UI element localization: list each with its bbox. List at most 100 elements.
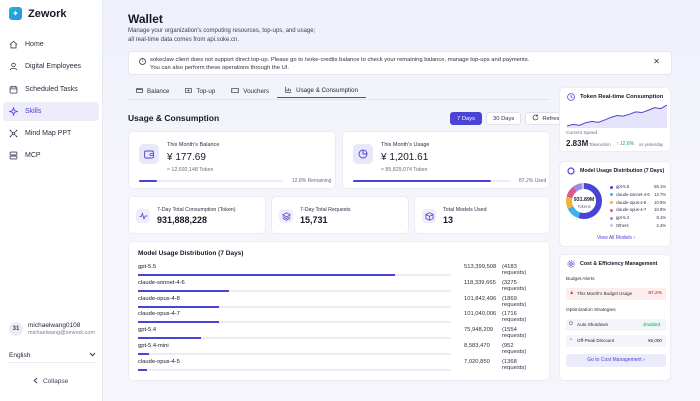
donut-legend-item: claude-sonnet-4-6 12.7% [610,192,666,200]
current-speed-label: Current Speed [566,131,598,136]
balance-bar [139,180,283,182]
sidebar-item-mcp[interactable]: MCP [3,146,99,165]
usage-value: ¥ 1,201.61 [381,152,429,163]
model-bar [138,368,451,371]
usage-bar-fill [353,180,491,182]
range-selector: 7 Days 30 Days Refresh [450,112,570,125]
go-to-cost-management-button[interactable]: Go to Cost Management › [566,354,666,367]
legend-pct: 8.1% [656,215,666,221]
budget-alert-row: ▲ This Month's Budget Usage 87.2% [566,288,666,300]
model-requests: (1869 requests) [502,295,527,308]
donut-slice [566,183,602,219]
tab-label: Usage & Consumption [296,87,359,94]
sidebar-item-mind-map-ppt[interactable]: Mind Map PPT [3,124,99,143]
sidebar-item-home[interactable]: Home [3,35,99,54]
sparkle-icon [9,106,18,116]
legend-name: gpt-5.4 [616,215,630,221]
budget-alerts-label: Budget Alerts [566,277,595,282]
view-all-label: View All Models [597,235,632,241]
legend-swatch [610,201,613,205]
power-icon: ⏻ [569,321,573,327]
page-title: Wallet [128,12,163,26]
legend-name: claude-opus-4-8 [616,199,647,205]
close-icon[interactable]: ✕ [653,57,660,66]
model-name: claude-opus-4-8 [138,295,180,302]
cube-icon [422,209,436,223]
tab-label: Top-up [196,87,216,95]
donut-icon [567,167,575,175]
chevron-down-icon [89,352,96,359]
user-profile[interactable]: 31 michaelwang0108 michaelwang@zework.co… [9,322,95,336]
month-usage-card: This Month's Usage ¥ 1,201.61 ≈ 85,829,0… [342,131,550,189]
model-requests: (952 requests) [502,343,527,355]
clock-icon [567,93,575,101]
distribution-row: claude-opus-4-7 101,040,006 (1716 requests… [138,311,534,328]
model-bar-fill [138,274,395,276]
sidebar-item-label: Scheduled Tasks [25,85,78,93]
collapse-button[interactable]: Collapse [33,377,68,386]
topup-icon [185,87,193,96]
app-name: Zework [28,7,67,20]
offpeak-row[interactable]: ◔ Off-Peak Discount ¥5,000 [566,335,666,347]
legend-pct: 10.9% [654,199,666,205]
donut-legend-item: claude-opus-4-7 10.8% [610,207,666,215]
view-all-models-link[interactable]: View All Models › [597,235,635,241]
section-title: Usage & Consumption [128,113,220,123]
offpeak-label: Off-Peak Discount [577,338,615,343]
optimization-label: Optimization Strategies [566,308,616,313]
sparkline-line [567,104,667,127]
model-bar-fill [138,368,148,371]
sidebar-item-skills[interactable]: Skills [3,101,99,121]
model-tokens: 7,020,850 [464,358,490,365]
warning-icon: ▲ [569,289,575,296]
pie-icon [353,144,373,164]
brand[interactable]: ✦ Zework [9,7,67,20]
legend-pct: 55.1% [654,184,666,189]
tab-usage-consumption[interactable]: Usage & Consumption [277,84,367,98]
sidebar-item-digital-employees[interactable]: Digital Employees [3,57,99,76]
balance-note: 12.8% Remaining [292,178,332,184]
stat-value: 13 [443,215,454,225]
tab-top-up[interactable]: Top-up [177,84,223,98]
distribution-row: gpt-5.5 513,399,508 (4183 requests) [138,264,534,281]
model-bar-fill [138,321,220,324]
model-bar [138,353,451,355]
model-tokens: 118,339,665 [464,279,496,286]
avatar: 31 [9,322,23,336]
info-icon: i [139,58,146,65]
sidebar-item-scheduled-tasks[interactable]: Scheduled Tasks [3,80,99,99]
stat-value: 931,888,228 [157,215,208,225]
balance-icon [136,87,143,96]
discount-icon: ◔ [569,337,573,343]
model-bar-fill [138,353,149,355]
model-requests: (3275 requests) [502,279,527,292]
main-content: Wallet Manage your organization's comput… [103,0,700,401]
stat-card-consumption: 7-Day Total Consumption (Token) 931,888,… [128,196,266,234]
balance-label: This Month's Balance [167,142,220,148]
sparkline-area [567,105,667,128]
distribution-row: claude-sonnet-4-6 118,339,665 (3275 reques… [138,280,534,297]
tab-balance[interactable]: Balance [128,84,177,98]
donut-title: Model Usage Distribution (7 Days) [580,168,665,174]
stat-label: Total Models Used [443,207,487,213]
zework-logo-icon: ✦ [9,7,22,20]
notice-banner: i sokeclaw client does not support direc… [128,51,672,75]
language-select[interactable]: English [8,349,97,363]
donut-card: Model Usage Distribution (7 Days) 931.89… [559,161,671,247]
cost-title: Cost & Efficiency Management [580,261,658,267]
refresh-button[interactable]: Refresh [525,112,570,125]
auto-shutdown-row[interactable]: ⏻ Auto Shutdown Enabled [566,319,666,331]
distribution-row: claude-opus-4-5 7,020,850 (1368 requests) [138,359,534,376]
pulse-icon [136,209,150,223]
range-30-days-button[interactable]: 30 Days [486,112,522,125]
chart-icon [285,86,292,95]
server-icon [9,151,18,160]
model-distribution-card: Model Usage Distribution (7 Days) gpt-5.… [128,241,550,381]
legend-swatch [610,224,613,228]
model-bar [138,321,451,324]
balance-tokens: ≈ 12,692,148 Token [167,167,214,173]
model-requests: (1554 requests) [502,327,527,340]
model-bar [138,289,451,292]
range-7-days-button[interactable]: 7 Days [450,112,483,125]
tab-vouchers[interactable]: Vouchers [223,84,277,98]
